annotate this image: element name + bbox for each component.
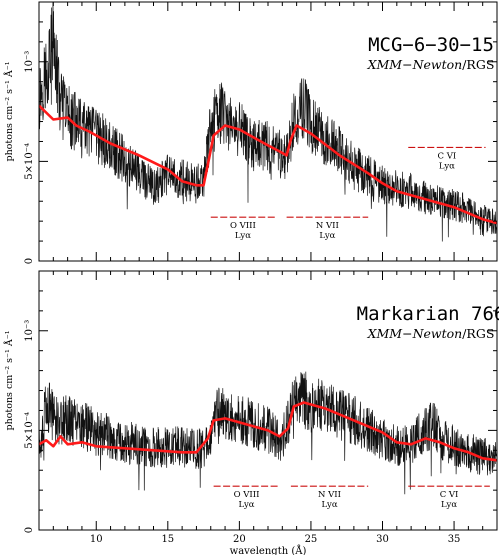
edge-ion-label: C VI <box>440 490 459 500</box>
panel-title: MCG−6−30−15 <box>368 34 494 56</box>
x-tick-label: 35 <box>448 534 461 545</box>
y-tick-label: 0 <box>24 527 35 533</box>
edge-transition-label: Lyα <box>322 500 338 510</box>
x-tick-label: 30 <box>376 534 389 545</box>
x-tick-label: 25 <box>305 534 318 545</box>
panel-subtitle: XMM−Newton/RGS <box>367 57 495 72</box>
edge-transition-label: Lyα <box>239 500 255 510</box>
model-series-line <box>39 104 497 225</box>
subtitle-detector: /RGS <box>462 326 494 341</box>
y-tick-label: 5×10⁻⁴ <box>24 412 35 449</box>
edge-ion-label: N VII <box>316 221 339 231</box>
edge-ion-label: N VII <box>318 490 341 500</box>
x-tick-label: 10 <box>90 534 103 545</box>
edge-ion-label: O VIII <box>230 221 256 231</box>
subtitle-instrument: XMM−Newton <box>367 57 463 72</box>
edge-ion-label: C VI <box>438 151 457 161</box>
subtitle-detector: /RGS <box>462 57 494 72</box>
y-tick-label: 10⁻³ <box>24 320 35 342</box>
model-series-line <box>39 401 497 462</box>
edge-transition-label: Lyα <box>319 231 335 241</box>
data-series-line <box>39 371 497 495</box>
y-axis-label: photons cm⁻² s⁻¹ Å⁻¹ <box>3 330 15 430</box>
y-tick-label: 5×10⁻⁴ <box>24 143 35 180</box>
x-tick-label: 20 <box>233 534 246 545</box>
edge-transition-label: Lyα <box>441 500 457 510</box>
edge-transition-label: Lyα <box>235 231 251 241</box>
y-axis-label: photons cm⁻² s⁻¹ Å⁻¹ <box>3 61 15 161</box>
x-tick-label: 15 <box>161 534 174 545</box>
panel-title: Markarian 766 <box>357 303 499 325</box>
subtitle-instrument: XMM−Newton <box>367 326 463 341</box>
panel-markarian-766: Markarian 766 XMM−Newton/RGS photons cm⁻… <box>3 270 499 555</box>
edge-transition-label: Lyα <box>439 161 455 171</box>
edge-ion-label: O VIII <box>234 490 260 500</box>
y-tick-label: 0 <box>24 258 35 264</box>
data-series-line <box>39 2 497 242</box>
panel-subtitle: XMM−Newton/RGS <box>367 326 495 341</box>
x-axis-label: wavelength (Å) <box>230 545 307 555</box>
y-tick-label: 10⁻³ <box>24 51 35 73</box>
panel-mcg-6-30-15: MCG−6−30−15 XMM−Newton/RGS photons cm⁻² … <box>3 1 498 264</box>
